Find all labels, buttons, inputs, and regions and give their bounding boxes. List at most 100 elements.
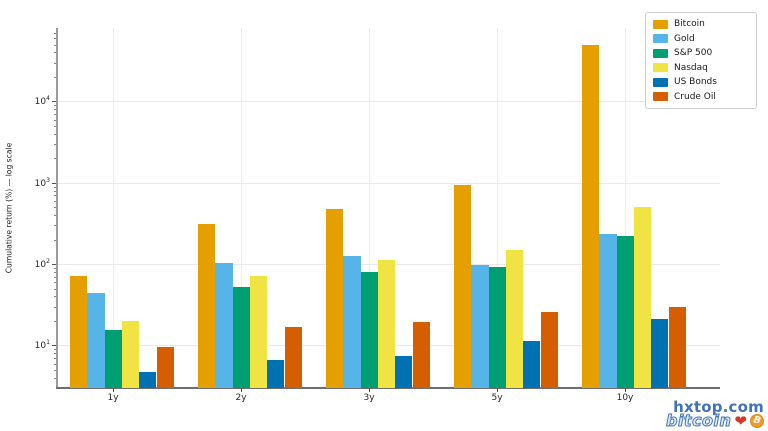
bar-sp500-3y: [360, 271, 378, 388]
bar-nasdaq-3y: [377, 260, 396, 388]
y-minor-tick: [53, 186, 56, 188]
y-minor-tick: [53, 133, 56, 135]
x-tick-label-1y: 1y: [107, 393, 119, 403]
x-tick-mark-2y: [241, 388, 242, 392]
bar-sp500-5y: [488, 266, 506, 388]
bar-bitcoin-10y: [582, 45, 600, 388]
y-minor-tick: [53, 114, 56, 116]
bar-crudeoil-10y: [668, 307, 686, 388]
y-minor-tick: [53, 358, 56, 360]
y-minor-tick: [53, 62, 56, 64]
bar-gold-10y: [599, 234, 617, 388]
legend-item-bitcoin: Bitcoin: [653, 19, 747, 29]
gridline-horizontal-10e3: [56, 182, 720, 184]
legend-label: S&P 500: [674, 48, 713, 58]
y-minor-tick: [53, 143, 56, 145]
x-tick-label-3y: 3y: [363, 393, 375, 403]
bar-usbonds-3y: [395, 355, 413, 388]
y-tick-mark-10e1: [52, 345, 56, 347]
bar-bitcoin-5y: [454, 184, 472, 388]
y-minor-tick: [53, 52, 56, 54]
y-minor-tick: [53, 369, 56, 371]
legend-item-usbonds: US Bonds: [653, 77, 747, 87]
y-minor-tick: [53, 38, 56, 40]
bar-nasdaq-5y: [505, 249, 524, 388]
watermark-bitcoin-text: bitcoin: [665, 411, 732, 430]
y-minor-tick: [53, 119, 56, 121]
y-tick-label-10e3: 103: [34, 176, 50, 189]
y-tick-mark-10e2: [52, 264, 56, 266]
watermark-site-text: hxtop.com: [673, 398, 764, 416]
y-tick-mark-10e4: [52, 101, 56, 103]
y-minor-tick: [53, 207, 56, 209]
legend-item-gold: Gold: [653, 34, 747, 44]
y-tick-label-10e1: 101: [34, 339, 50, 352]
y-minor-tick: [53, 158, 56, 160]
y-minor-tick: [53, 215, 56, 217]
y-minor-tick: [53, 288, 56, 290]
bar-gold-1y: [87, 293, 105, 388]
bar-usbonds-5y: [523, 340, 541, 388]
bar-crudeoil-1y: [156, 346, 174, 388]
y-tick-mark-10e3: [52, 182, 56, 184]
x-tick-label-5y: 5y: [491, 393, 503, 403]
y-minor-tick: [53, 363, 56, 365]
x-tick-mark-3y: [369, 388, 370, 392]
gridline-horizontal-10e4: [56, 101, 720, 103]
y-minor-tick: [53, 200, 56, 202]
bar-usbonds-2y: [267, 360, 285, 388]
x-tick-mark-5y: [497, 388, 498, 392]
legend-item-sp500: S&P 500: [653, 48, 747, 58]
bar-usbonds-10y: [651, 319, 669, 388]
legend-swatch-icon: [653, 63, 668, 72]
x-axis: [56, 387, 720, 389]
y-axis: [56, 28, 58, 388]
y-minor-tick: [53, 195, 56, 197]
y-minor-tick: [53, 267, 56, 269]
y-minor-tick: [53, 306, 56, 308]
y-minor-tick: [53, 32, 56, 34]
legend-label: Gold: [674, 33, 695, 44]
legend-item-crudeoil: Crude Oil: [653, 92, 747, 102]
y-minor-tick: [53, 109, 56, 111]
y-tick-label-10e4: 104: [34, 95, 50, 108]
bar-sp500-1y: [104, 329, 122, 388]
legend-swatch-icon: [653, 77, 668, 87]
bar-bitcoin-1y: [70, 275, 88, 388]
legend-swatch-icon: [653, 48, 668, 58]
bar-bitcoin-3y: [326, 208, 344, 388]
bar-bitcoin-2y: [198, 224, 216, 388]
y-minor-tick: [53, 76, 56, 78]
bitcoin-coin-icon: B: [748, 412, 766, 430]
legend-swatch-icon: [653, 34, 668, 43]
y-minor-tick: [53, 105, 56, 107]
gridline-vertical-5y: [497, 28, 498, 388]
y-axis-label: Cumulative return (%) — log scale: [4, 142, 14, 274]
y-minor-tick: [53, 225, 56, 227]
bar-crudeoil-2y: [284, 326, 302, 388]
bar-nasdaq-2y: [249, 276, 268, 388]
gridline-vertical-1y: [113, 28, 114, 388]
y-minor-tick: [53, 377, 56, 379]
y-minor-tick: [53, 349, 56, 351]
y-minor-tick: [53, 296, 56, 298]
x-tick-mark-1y: [113, 388, 114, 392]
legend-label: Crude Oil: [674, 91, 716, 102]
bar-crudeoil-5y: [540, 312, 558, 388]
bar-gold-5y: [471, 264, 489, 388]
legend: Bitcoin Gold S&P 500 Nasdaq US Bonds Crude Oi…: [645, 12, 757, 109]
legend-label: Bitcoin: [674, 19, 705, 29]
watermark-logo: bitcoin ❤ B: [665, 411, 766, 430]
bar-gold-2y: [215, 263, 233, 388]
x-tick-label-10y: 10y: [616, 393, 634, 403]
gridline-vertical-2y: [241, 28, 242, 388]
bar-sp500-10y: [616, 235, 634, 388]
gridline-vertical-10y: [625, 28, 626, 388]
gridline-vertical-3y: [369, 28, 370, 388]
bar-nasdaq-10y: [633, 207, 652, 388]
bar-nasdaq-1y: [121, 320, 140, 388]
bar-gold-3y: [343, 255, 361, 388]
watermark: hxtop.com bitcoin ❤ B: [665, 398, 766, 430]
